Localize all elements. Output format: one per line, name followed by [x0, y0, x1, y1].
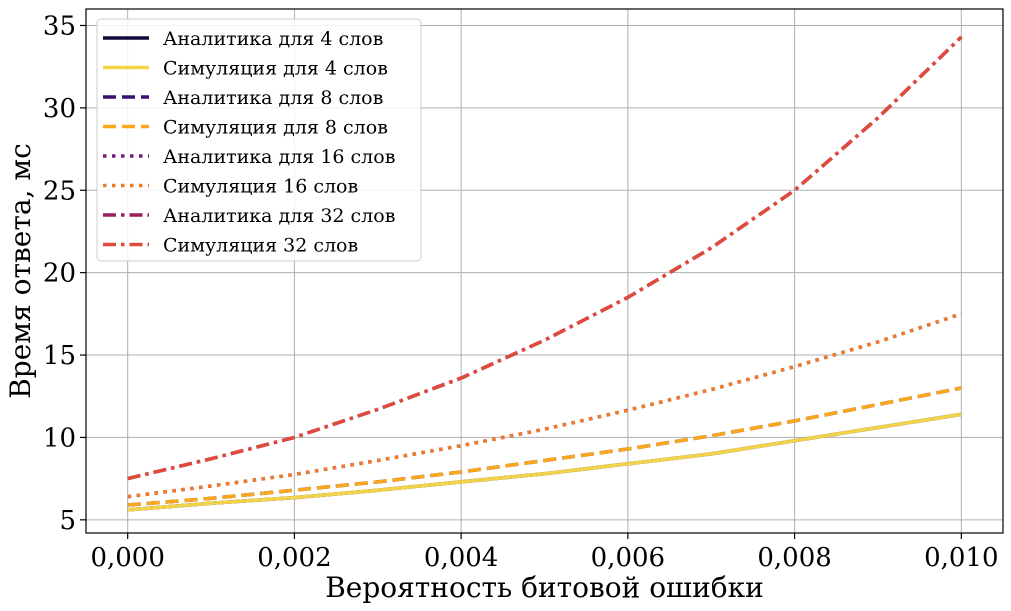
x-tick-label: 0,002: [257, 543, 331, 573]
series-line-3: [127, 386, 962, 507]
series-line-8: [127, 35, 963, 481]
x-tick-label: 0,006: [591, 543, 665, 573]
y-tick-label: 20: [43, 259, 76, 289]
series-lines: [127, 35, 963, 512]
legend-label: Аналитика для 8 слов: [163, 87, 383, 109]
legend-label: Симуляция 16 слов: [163, 176, 358, 198]
x-tick-label: 0,008: [757, 543, 831, 573]
y-axis-label: Время ответа, мс: [4, 143, 37, 399]
legend-label: Аналитика для 32 слов: [163, 205, 395, 227]
x-axis-label: Вероятность битовой ошибки: [325, 571, 764, 604]
series-line-2: [127, 412, 962, 512]
legend-label: Аналитика для 4 слов: [163, 28, 383, 50]
y-tick-label: 5: [59, 506, 76, 536]
x-tick-label: 0,010: [924, 543, 998, 573]
y-tick-label: 15: [43, 341, 76, 371]
legend: Аналитика для 4 слов Симуляция для 4 слов…: [96, 18, 422, 262]
legend-box: [96, 18, 422, 262]
series-line-6: [127, 312, 962, 499]
x-tick-label: 0,004: [424, 543, 498, 573]
legend-label: Аналитика для 16 слов: [163, 146, 395, 168]
x-axis-ticks: 0,000 0,002 0,004 0,006 0,008 0,010: [90, 533, 999, 573]
series-line-4: [127, 386, 962, 507]
legend-label: Симуляция 32 слов: [163, 235, 358, 257]
y-tick-label: 25: [43, 176, 76, 206]
x-tick-label: 0,000: [90, 543, 164, 573]
y-axis-ticks: 5 10 15 20 25 30 35: [43, 11, 86, 536]
y-tick-label: 30: [43, 94, 76, 124]
legend-label: Симуляция для 8 слов: [163, 117, 388, 139]
series-line-5: [127, 312, 962, 499]
y-tick-label: 10: [43, 423, 76, 453]
y-tick-label: 35: [43, 11, 76, 41]
plot-frame: [85, 8, 1004, 534]
legend-label: Симуляция для 4 слов: [163, 58, 388, 80]
